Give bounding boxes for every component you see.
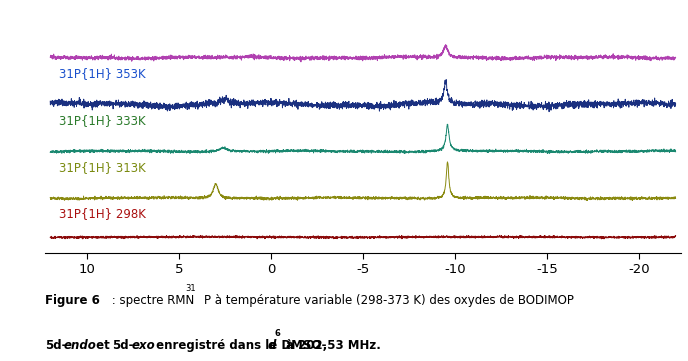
- Text: 5d-: 5d-: [45, 339, 66, 352]
- Text: endo: endo: [64, 339, 97, 352]
- Text: et: et: [92, 339, 114, 352]
- Text: à 202,53 MHz.: à 202,53 MHz.: [282, 339, 381, 352]
- Text: 31: 31: [186, 284, 196, 293]
- Text: Figure 6: Figure 6: [45, 294, 100, 307]
- Text: 31P{1H} 298K: 31P{1H} 298K: [59, 208, 147, 221]
- Text: 5d-: 5d-: [112, 339, 133, 352]
- Text: P à température variable (298-373 K) des oxydes de BODIMOP: P à température variable (298-373 K) des…: [204, 294, 574, 307]
- Text: 6: 6: [275, 329, 281, 338]
- Text: enregistré dans le DMSO-: enregistré dans le DMSO-: [152, 339, 327, 352]
- Text: 31P{1H} 333K: 31P{1H} 333K: [59, 114, 146, 127]
- Text: 31P{1H} 313K: 31P{1H} 313K: [59, 161, 146, 174]
- Text: : spectre RMN: : spectre RMN: [108, 294, 198, 307]
- Text: 31P{1H} 353K: 31P{1H} 353K: [59, 67, 146, 80]
- Text: exo: exo: [131, 339, 155, 352]
- Text: d: d: [268, 339, 276, 352]
